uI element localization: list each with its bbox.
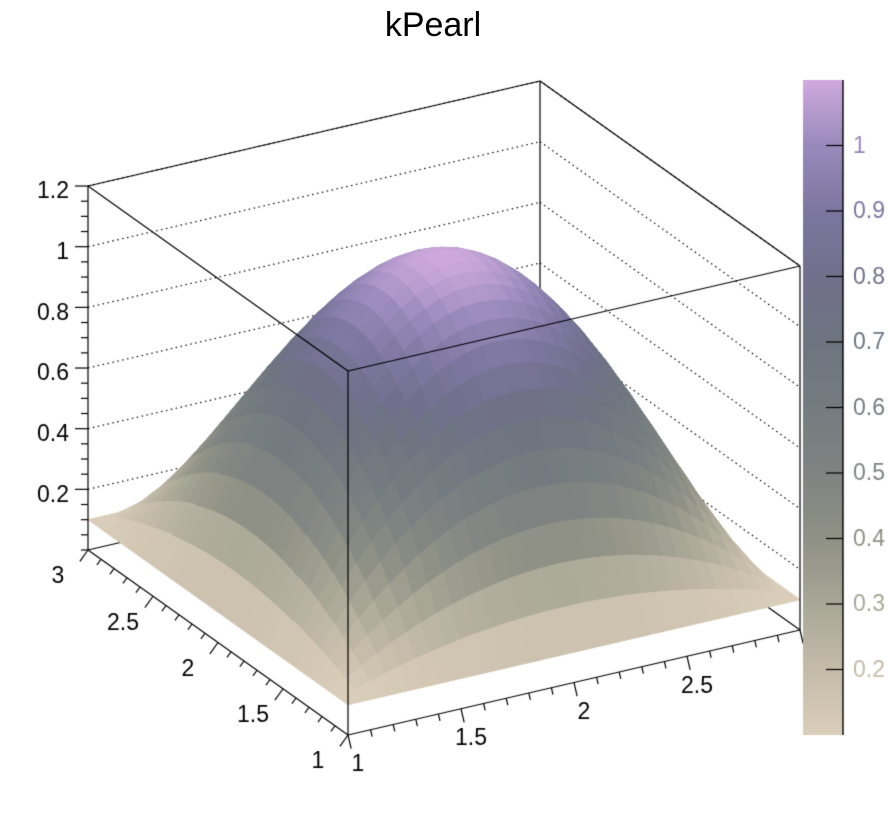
plot-title: kPearl	[384, 6, 482, 44]
